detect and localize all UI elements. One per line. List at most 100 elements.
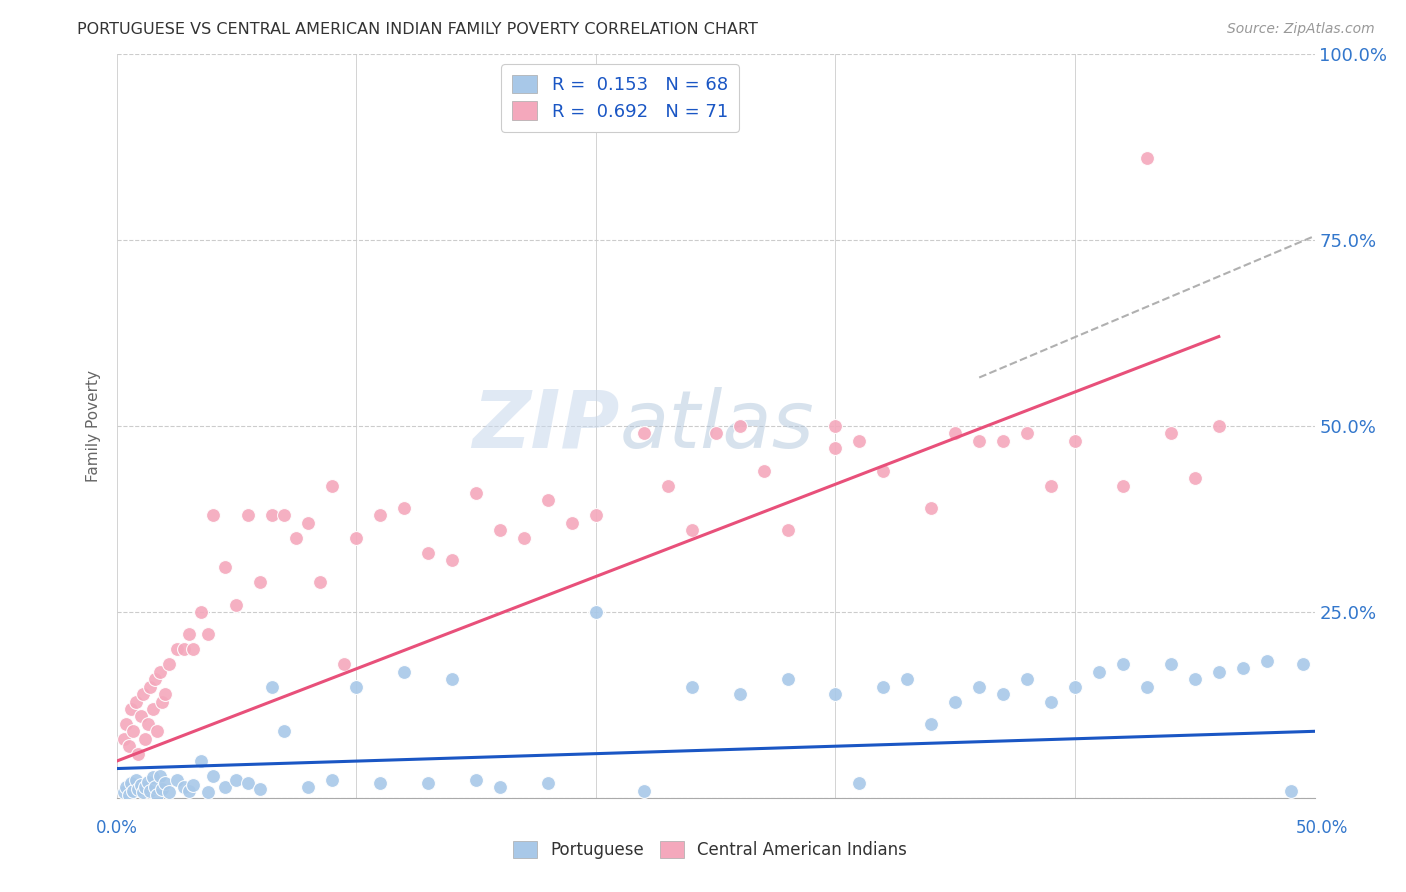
Point (238, 508, 260, 523)
Point (1184, 672, 1206, 686)
Point (537, 493, 560, 508)
Point (920, 717, 942, 731)
Point (967, 434, 990, 448)
Point (943, 426, 966, 441)
Point (173, 780, 195, 794)
Point (149, 769, 172, 783)
Point (153, 776, 176, 790)
Point (190, 754, 212, 768)
Point (136, 775, 159, 789)
Point (967, 680, 990, 694)
Point (225, 772, 247, 787)
Point (201, 769, 224, 783)
Point (173, 642, 195, 657)
Point (262, 680, 284, 694)
Point (896, 672, 918, 686)
Point (1208, 665, 1230, 679)
Point (681, 680, 703, 694)
Point (1160, 657, 1182, 672)
Point (134, 731, 156, 746)
Point (125, 694, 148, 708)
Point (633, 784, 655, 798)
Point (249, 575, 271, 590)
Point (1040, 478, 1063, 492)
Point (134, 780, 156, 794)
Point (585, 508, 607, 523)
Point (150, 782, 173, 797)
Point (129, 778, 152, 792)
Point (122, 724, 145, 739)
Point (157, 657, 180, 672)
Point (146, 724, 169, 739)
Point (125, 772, 148, 787)
Point (418, 545, 440, 559)
Point (1017, 672, 1039, 686)
Point (139, 784, 162, 798)
Point (321, 478, 343, 492)
Point (465, 772, 488, 787)
Point (333, 657, 356, 672)
Point (441, 553, 464, 567)
Point (633, 426, 655, 441)
Point (120, 702, 142, 716)
Text: 0.0%: 0.0% (96, 819, 138, 837)
Point (166, 642, 188, 657)
Point (344, 680, 367, 694)
Point (183, 642, 205, 657)
Point (197, 785, 219, 799)
Point (115, 717, 138, 731)
Point (139, 680, 162, 694)
Point (146, 788, 169, 802)
Point (465, 486, 488, 500)
Point (129, 709, 152, 723)
Point (991, 434, 1014, 448)
Point (1160, 426, 1182, 441)
Point (344, 531, 367, 545)
Point (249, 782, 271, 797)
Point (1232, 661, 1254, 675)
Point (872, 680, 894, 694)
Point (1136, 680, 1159, 694)
Point (214, 780, 236, 794)
Point (1291, 657, 1313, 672)
Point (728, 419, 751, 434)
Point (1112, 478, 1135, 492)
Point (143, 672, 166, 686)
Point (183, 778, 205, 792)
Point (848, 776, 870, 790)
Point (136, 717, 159, 731)
Point (585, 605, 607, 619)
Point (368, 508, 391, 523)
Point (657, 478, 679, 492)
Point (297, 516, 319, 530)
Point (1040, 694, 1063, 708)
Point (824, 442, 846, 456)
Point (681, 523, 703, 537)
Point (1184, 471, 1206, 485)
Point (149, 665, 172, 679)
Point (489, 780, 512, 794)
Point (115, 780, 138, 794)
Point (368, 776, 391, 790)
Point (112, 731, 135, 746)
Point (392, 500, 415, 515)
Point (991, 687, 1014, 701)
Text: 50.0%: 50.0% (1295, 819, 1348, 837)
Point (824, 687, 846, 701)
Point (297, 780, 319, 794)
Legend: R =  0.153   N = 68, R =  0.692   N = 71: R = 0.153 N = 68, R = 0.692 N = 71 (501, 64, 738, 132)
Point (166, 772, 188, 787)
Point (489, 523, 512, 537)
Point (157, 785, 180, 799)
Y-axis label: Family Poverty: Family Poverty (86, 370, 101, 482)
Text: Source: ZipAtlas.com: Source: ZipAtlas.com (1227, 22, 1375, 37)
Point (238, 776, 260, 790)
Point (201, 508, 224, 523)
Point (118, 739, 141, 754)
Point (214, 560, 236, 574)
Point (273, 508, 295, 523)
Point (143, 780, 166, 794)
Point (197, 627, 219, 641)
Point (118, 788, 141, 802)
Point (132, 785, 155, 799)
